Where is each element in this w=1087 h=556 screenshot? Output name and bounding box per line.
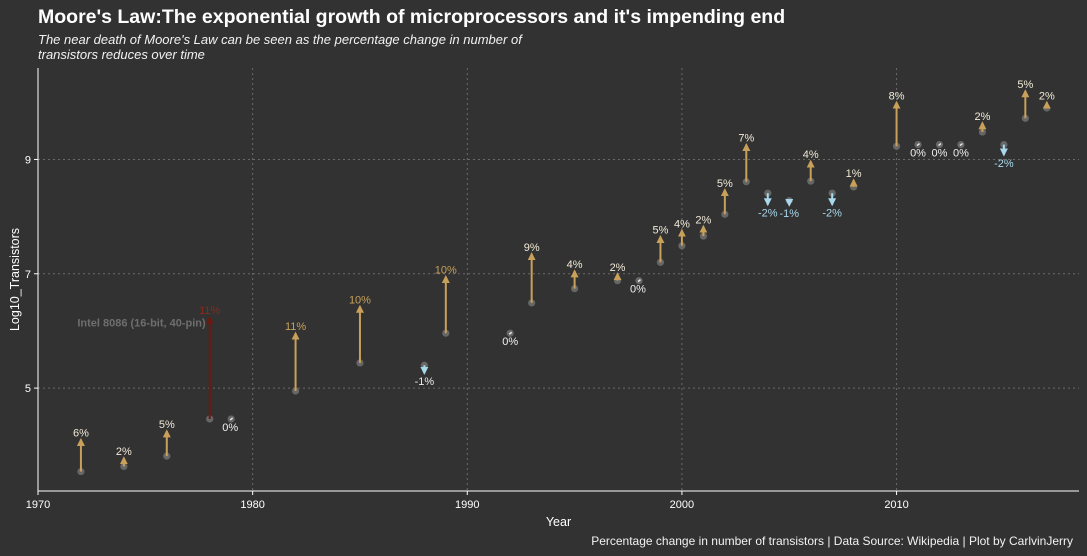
data-label: 6% bbox=[73, 428, 89, 440]
data-marks bbox=[76, 89, 1051, 476]
y-tick-label: 9 bbox=[25, 154, 31, 166]
x-tick-label: 2010 bbox=[884, 499, 908, 511]
x-tick-label: 1980 bbox=[240, 499, 264, 511]
data-label: 8% bbox=[889, 90, 905, 102]
data-label: 10% bbox=[349, 294, 371, 306]
data-label: 4% bbox=[674, 218, 690, 230]
chart-caption: Percentage change in number of transisto… bbox=[591, 534, 1073, 548]
data-label: 4% bbox=[567, 259, 583, 271]
data-label: 0% bbox=[222, 422, 238, 434]
y-axis-label: Log10_Transistors bbox=[8, 228, 22, 331]
data-label: 2% bbox=[1039, 90, 1055, 102]
x-axis-label: Year bbox=[546, 515, 571, 529]
data-label: -1% bbox=[415, 376, 435, 388]
data-label: 11% bbox=[199, 305, 220, 317]
data-label: -2% bbox=[822, 208, 842, 220]
data-label: 1% bbox=[846, 168, 862, 180]
data-label: -2% bbox=[758, 208, 778, 220]
data-label: 5% bbox=[717, 178, 733, 190]
grid-lines bbox=[37, 68, 1079, 491]
data-label: 2% bbox=[610, 262, 626, 274]
data-point bbox=[764, 189, 772, 197]
data-label: -2% bbox=[994, 158, 1014, 170]
data-label: 11% bbox=[285, 321, 306, 333]
data-label: 5% bbox=[159, 419, 175, 431]
change-arrow bbox=[229, 417, 234, 421]
chart-title: Moore's Law:The exponential growth of mi… bbox=[38, 6, 786, 28]
x-tick-label: 1990 bbox=[455, 499, 479, 511]
change-arrow bbox=[637, 279, 641, 283]
change-arrow bbox=[938, 143, 942, 147]
data-label: 10% bbox=[435, 265, 457, 277]
data-label: 2% bbox=[974, 111, 990, 123]
change-arrow bbox=[916, 143, 920, 147]
change-arrow bbox=[508, 331, 513, 335]
data-label: 5% bbox=[653, 225, 669, 237]
chart-subtitle: The near death of Moore's Law can be see… bbox=[38, 32, 522, 62]
data-label: 9% bbox=[524, 242, 540, 254]
y-tick-label: 7 bbox=[25, 269, 31, 281]
axes: 1970 1980 1990 2000 2010 5 7 9 bbox=[25, 68, 1079, 511]
data-label: -1% bbox=[779, 208, 799, 220]
data-label: 4% bbox=[803, 149, 819, 161]
data-label: 0% bbox=[910, 148, 926, 160]
data-label: 2% bbox=[695, 214, 711, 226]
intel-8086-annotation: Intel 8086 (16-bit, 40-pin) bbox=[77, 317, 206, 329]
data-point bbox=[828, 189, 836, 197]
data-label: 5% bbox=[1017, 79, 1033, 91]
data-label: 0% bbox=[630, 284, 646, 296]
data-label: 0% bbox=[953, 148, 969, 160]
data-label: 0% bbox=[502, 336, 518, 348]
change-arrow bbox=[959, 143, 963, 147]
x-tick-label: 1970 bbox=[26, 499, 50, 511]
data-label: 0% bbox=[932, 148, 948, 160]
data-label: 7% bbox=[738, 133, 754, 145]
x-tick-label: 2000 bbox=[670, 499, 694, 511]
y-tick-label: 5 bbox=[25, 383, 31, 395]
data-label: 2% bbox=[116, 446, 132, 458]
data-labels: 6% 2% 5% 11% 0% 11% 10% -1% 10% 0% 9% 4% 2% 0% 5% 4% 2% 5… bbox=[73, 79, 1055, 458]
